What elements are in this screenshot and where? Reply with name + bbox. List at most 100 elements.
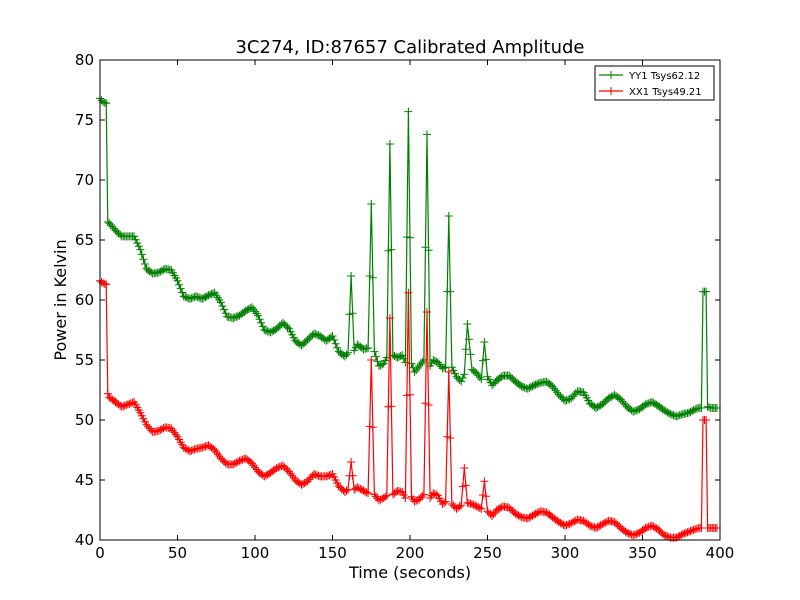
data-point: [220, 305, 228, 314]
y-tick-label: 70: [75, 171, 94, 189]
data-point: [209, 444, 218, 453]
data-point: [424, 401, 433, 409]
y-tick-label: 45: [75, 471, 94, 489]
data-point: [178, 288, 187, 297]
data-point: [187, 446, 196, 455]
data-point: [130, 232, 139, 241]
x-tick-label: 300: [551, 544, 580, 562]
x-tick-label: 350: [628, 544, 657, 562]
data-point: [168, 426, 177, 435]
data-point: [131, 235, 140, 244]
x-tick-label: 400: [706, 544, 735, 562]
data-point: [457, 501, 466, 510]
data-point: [444, 368, 453, 376]
data-point: [548, 382, 557, 391]
data-point: [705, 403, 714, 412]
data-point: [170, 428, 179, 437]
data-point: [488, 512, 497, 520]
data-point: [477, 504, 486, 513]
data-point: [482, 355, 490, 364]
data-point: [480, 477, 489, 486]
data-point: [461, 345, 470, 354]
data-point: [342, 486, 351, 495]
data-point: [218, 302, 227, 310]
data-point: [460, 370, 469, 379]
data-point: [547, 381, 555, 390]
data-point: [368, 423, 377, 432]
data-point: [419, 490, 428, 499]
data-point: [406, 390, 414, 399]
y-tick-label: 55: [75, 351, 94, 369]
y-tick-label: 65: [75, 231, 94, 249]
data-point: [385, 314, 394, 322]
data-point: [440, 363, 449, 372]
data-point: [251, 307, 259, 316]
data-point: [134, 242, 143, 251]
y-tick-label: 80: [75, 51, 94, 69]
data-point: [399, 354, 408, 363]
data-point: [643, 523, 652, 532]
data-point: [252, 309, 261, 318]
x-tick-label: 200: [396, 544, 425, 562]
data-point: [531, 380, 540, 389]
data-point: [364, 344, 373, 352]
data-point: [477, 375, 486, 384]
x-tick-label: 150: [318, 544, 347, 562]
data-point: [106, 221, 115, 229]
data-point: [333, 343, 342, 352]
data-point: [373, 357, 382, 366]
data-point: [702, 416, 711, 424]
data-point: [475, 373, 484, 382]
data-point: [398, 351, 407, 360]
data-point: [288, 471, 297, 480]
data-point: [480, 338, 489, 346]
legend: YY1 Tsys62.12 XX1 Tsys49.21: [594, 65, 715, 101]
data-point: [423, 308, 431, 316]
data-point: [410, 368, 419, 376]
data-point: [446, 287, 455, 296]
legend-label: XX1 Tsys49.21: [629, 87, 702, 98]
data-point: [249, 461, 258, 470]
data-point: [565, 519, 574, 528]
data-point: [347, 272, 356, 280]
data-point: [401, 494, 410, 502]
data-point: [689, 406, 698, 415]
data-point: [213, 450, 222, 459]
data-point: [254, 311, 263, 320]
data-point: [385, 140, 394, 148]
y-axis-label: Power in Kelvin: [51, 239, 70, 360]
data-point: [255, 315, 264, 324]
data-point: [404, 288, 413, 297]
y-tick-label: 60: [75, 291, 94, 309]
data-point: [387, 402, 396, 411]
data-point: [482, 492, 490, 501]
data-point: [140, 260, 149, 268]
data-point: [357, 485, 366, 494]
x-tick-label: 250: [473, 544, 502, 562]
data-point: [464, 335, 473, 344]
data-point: [466, 350, 475, 359]
data-point: [342, 350, 351, 359]
x-axis-label: Time (seconds): [348, 563, 471, 582]
data-point: [446, 434, 455, 442]
data-point: [382, 491, 391, 500]
data-point: [596, 521, 605, 530]
data-point: [423, 130, 431, 139]
data-point: [286, 469, 295, 478]
data-point: [103, 389, 112, 398]
data-point: [136, 245, 145, 254]
data-point: [460, 464, 469, 472]
data-point: [455, 502, 464, 511]
data-point: [401, 358, 410, 367]
data-point: [139, 255, 148, 264]
series-1: [96, 276, 721, 542]
data-point: [418, 358, 427, 366]
data-point: [362, 488, 371, 497]
data-point: [202, 292, 211, 301]
data-point: [519, 383, 528, 391]
data-point: [167, 424, 176, 433]
y-tick-label: 50: [75, 411, 94, 429]
data-point: [125, 399, 134, 408]
axis-ticks: 0 50 100 150 200 250 300 350 400 40 45 50 55 60 65 70 75…: [75, 51, 734, 562]
data-point: [330, 335, 339, 344]
